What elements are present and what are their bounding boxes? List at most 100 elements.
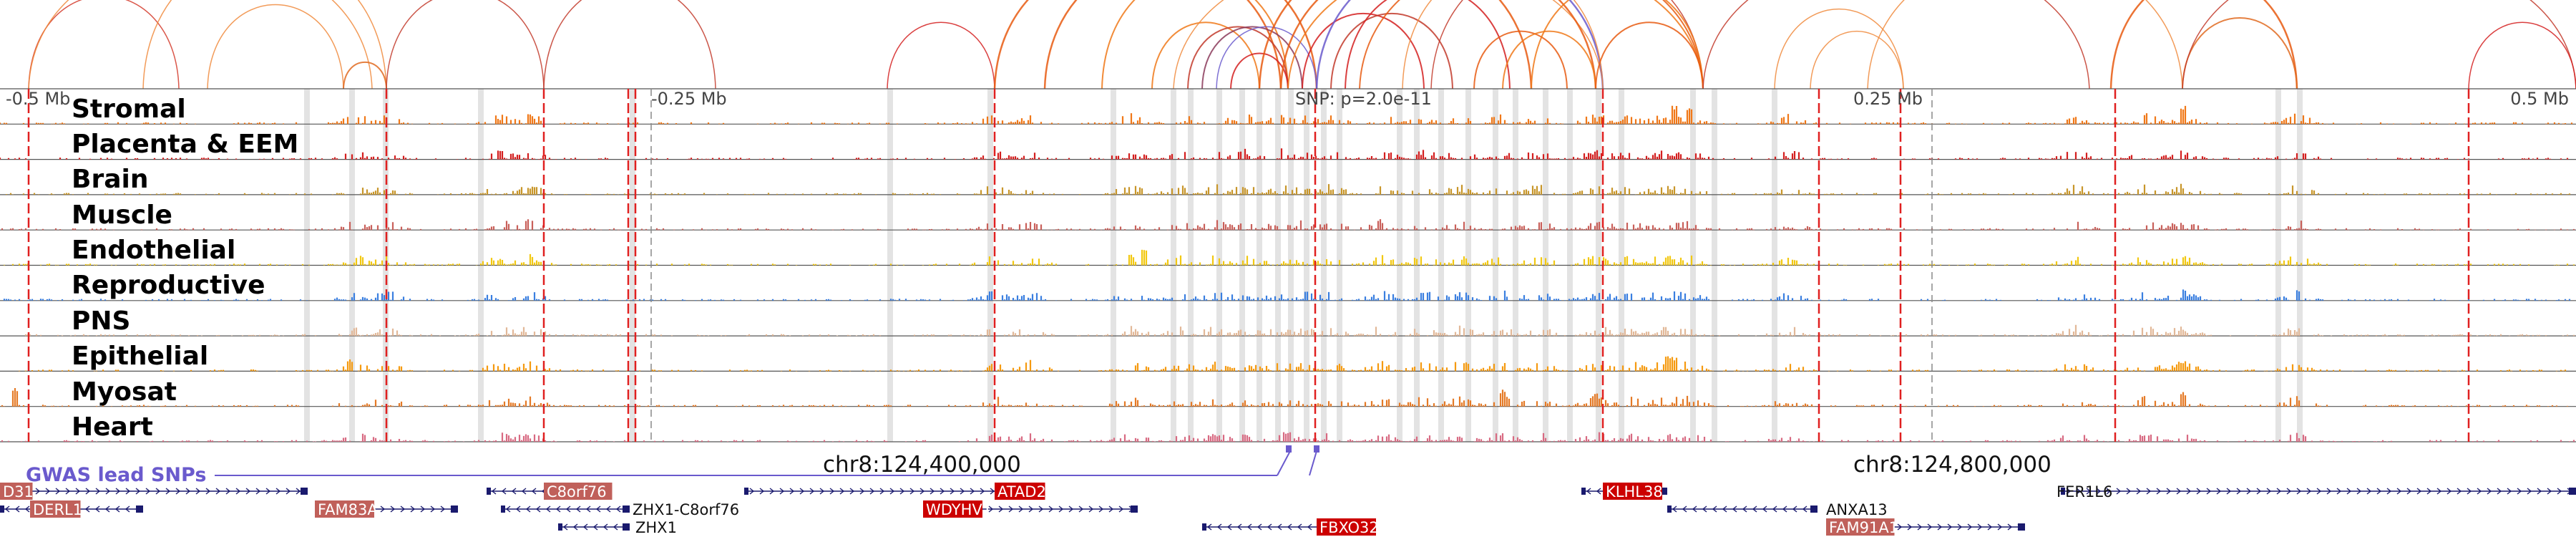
signal-tracks [0, 88, 2576, 442]
track-label-placenta-eem: Placenta & EEM [72, 130, 298, 159]
scale-label-snp: SNP: p=2.0e-11 [1295, 89, 1432, 109]
track-7 [0, 356, 2576, 372]
track-4 [0, 249, 2576, 266]
interaction-arc [1430, 0, 1704, 90]
track-2 [0, 183, 2576, 195]
gene-label: ZHX1 [635, 519, 677, 536]
interaction-arc [1810, 31, 1904, 90]
gene-label-box [315, 500, 374, 518]
gene-strand-arrows [562, 523, 628, 531]
interaction-arc [1216, 26, 1317, 90]
interaction-arc [1359, 0, 1704, 90]
interaction-arc [2468, 21, 2576, 90]
track-label-heart: Heart [72, 412, 153, 442]
gene-label: ZHX1-C8orf76 [633, 501, 739, 518]
track-label-endothelial: Endothelial [72, 236, 235, 265]
gene-label: DERL1 [33, 501, 82, 518]
gene-label-box [923, 500, 982, 518]
interaction-arc [1258, 0, 1533, 90]
gene-exon [136, 505, 143, 513]
track-signal [1, 388, 2569, 407]
interaction-arc [1187, 26, 1289, 90]
coordinate-label-124-4m: chr8:124,400,000 [823, 452, 1021, 478]
interaction-arc [1702, 0, 2090, 90]
interaction-arc [1101, 0, 1289, 90]
track-label-pns: PNS [72, 306, 130, 336]
interaction-arc [887, 21, 995, 90]
gene-wdyhv1: WDYHV1 [923, 500, 1138, 518]
gene-label: FAM83A [318, 501, 378, 518]
interaction-arc [1345, 0, 1511, 90]
gene-exon [2569, 488, 2576, 495]
track-6 [0, 324, 2576, 337]
scale-label-quarter-mb: 0.25 Mb [1853, 89, 1923, 109]
gene-c8orf76: C8orf76 [487, 483, 613, 500]
track-label-stromal: Stromal [72, 95, 186, 124]
interaction-arc [1595, 21, 1704, 90]
track-label-muscle: Muscle [72, 200, 172, 230]
gene-exon [1202, 523, 1206, 531]
gene-exon [501, 505, 505, 513]
track-signal [3, 289, 2571, 301]
track-5 [0, 289, 2576, 301]
gene-exon [1660, 488, 1667, 495]
interaction-arc [28, 0, 373, 90]
interaction-arc [1279, 0, 1597, 90]
interaction-arc [1867, 0, 2183, 90]
gene-zhx1-c8orf76: ZHX1-C8orf76 [501, 501, 739, 518]
gene-exon [744, 488, 748, 495]
gene-label: FAM91A1 [1829, 519, 1898, 536]
gene-exon [451, 505, 458, 513]
interaction-arc [1315, 0, 1604, 90]
track-label-myosat: Myosat [72, 377, 177, 407]
scale-label-minus-quarter-mb: -0.25 Mb [651, 89, 727, 109]
gene-atad2: ATAD2 [744, 483, 1046, 500]
track-signal [1, 432, 2575, 442]
gene-exon [0, 505, 4, 513]
gene-d31: D31 [0, 483, 308, 500]
gene-label: D31 [3, 483, 34, 500]
gene-label: WDYHV1 [926, 501, 992, 518]
gene-zhx1: ZHX1 [558, 519, 677, 536]
gene-label-box [0, 483, 33, 500]
track-9 [0, 432, 2576, 442]
gene-klhl38: KLHL38 [1581, 483, 1667, 500]
interaction-arc [1230, 52, 1289, 90]
track-labels: Stromal Placenta & EEM Brain Muscle Endo… [72, 95, 298, 442]
track-label-brain: Brain [72, 165, 148, 194]
interaction-arc [1330, 12, 1453, 90]
track-label-epithelial: Epithelial [72, 342, 208, 371]
interaction-arc [2109, 0, 2298, 90]
interaction-arcs [28, 0, 2576, 90]
gene-label-box [995, 483, 1045, 500]
interaction-arc [1774, 8, 1904, 90]
coordinate-labels: chr8:124,400,000 chr8:124,800,000 [823, 452, 2051, 478]
interaction-arc [543, 0, 716, 90]
track-8 [0, 388, 2576, 407]
gwas-label: GWAS lead SNPs [26, 464, 206, 486]
interaction-arc [386, 0, 545, 90]
interaction-arc [1151, 21, 1260, 90]
gene-label: ANXA13 [1826, 501, 1888, 518]
gene-fbxo32: FBXO32 [1202, 518, 1379, 536]
track-signal [0, 148, 2569, 160]
interaction-arc [1402, 0, 1604, 90]
gene-label-box [544, 483, 613, 500]
gwas-snp-marker [1314, 445, 1319, 453]
interaction-arc [343, 62, 387, 90]
interaction-arc [1043, 0, 1318, 90]
gene-exon [623, 505, 630, 513]
gene-exon [487, 488, 491, 495]
gene-label: C8orf76 [547, 483, 607, 500]
gene-label-box [1826, 518, 1895, 536]
gene-label: KLHL38 [1606, 483, 1663, 500]
interaction-arc [1531, 0, 1704, 90]
gene-derl1: DERL1 [0, 500, 143, 518]
gene-fam83a: FAM83A [315, 500, 458, 518]
gene-exon [1810, 505, 1818, 513]
gene-exon [2018, 523, 2025, 531]
gene-strand-arrows [2066, 488, 2572, 495]
scale-label-half-mb: 0.5 Mb [2510, 89, 2569, 109]
interaction-arc [1201, 26, 1303, 90]
